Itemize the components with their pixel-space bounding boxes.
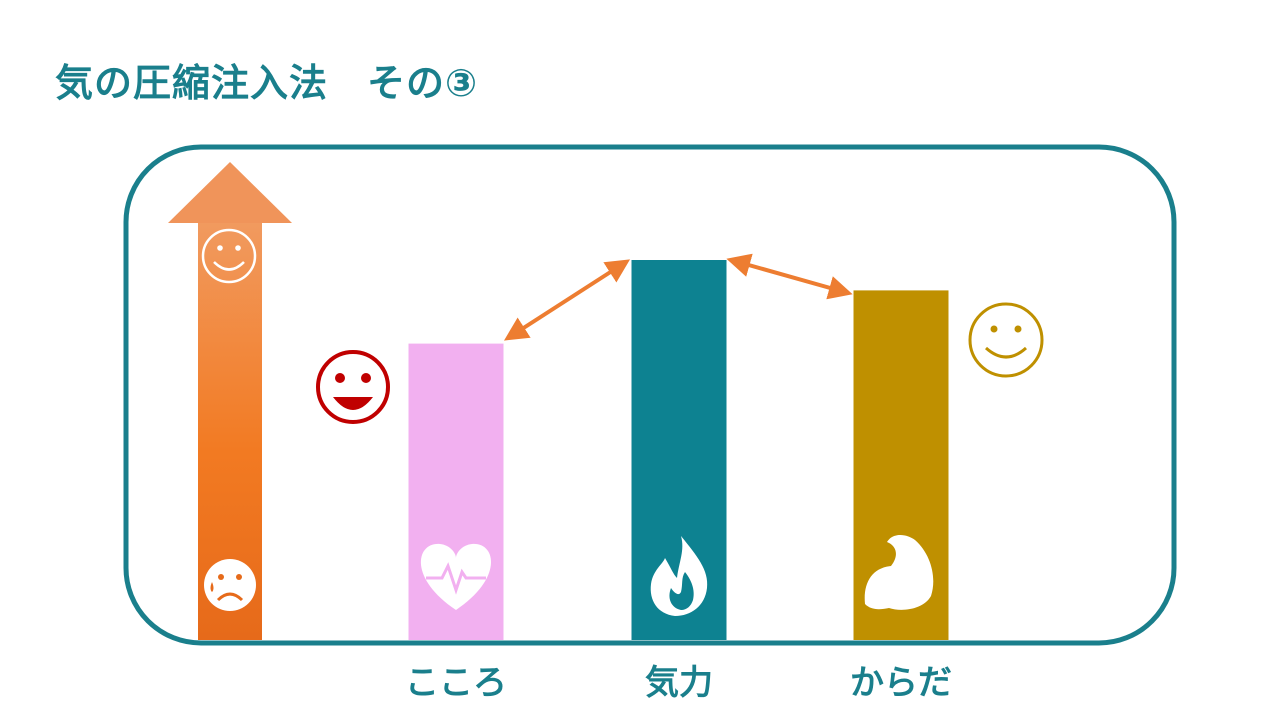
grinning-face-icon — [316, 350, 390, 424]
bar-label: からだ — [850, 663, 952, 703]
heart-pulse-icon — [420, 543, 492, 610]
flexed-bicep-icon — [864, 535, 934, 610]
flame-icon — [650, 536, 708, 616]
connector-arrow — [503, 259, 631, 341]
smiling-face-icon — [201, 228, 257, 284]
bar-label: こころ — [405, 663, 507, 703]
bar-label: 気力 — [645, 663, 713, 703]
sad-face-icon — [204, 559, 256, 611]
connector-arrow — [726, 253, 853, 300]
diagram-frame — [123, 144, 1177, 646]
slide-title: 気の圧縮注入法 その③ — [55, 61, 479, 105]
smiling-face-icon — [968, 302, 1044, 378]
